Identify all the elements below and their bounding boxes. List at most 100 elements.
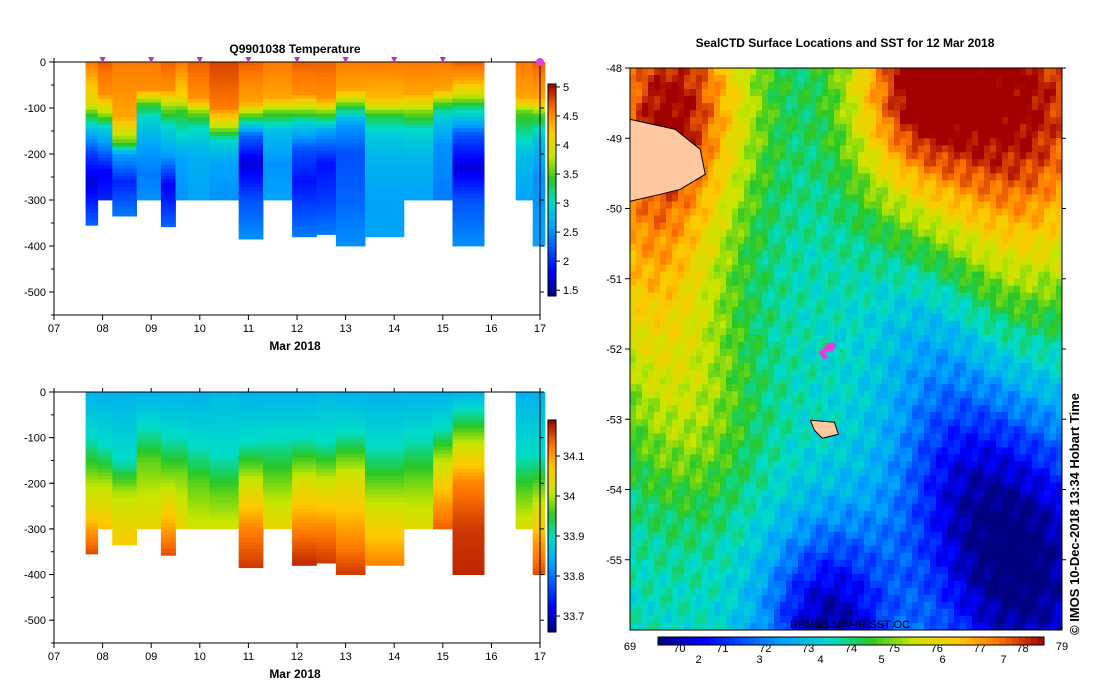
sst-cell xyxy=(702,257,709,266)
sst-cell xyxy=(684,117,691,125)
sst-cell xyxy=(816,250,823,259)
section-cell xyxy=(187,505,210,510)
colorbar-segment xyxy=(548,487,556,492)
sst-cell xyxy=(948,201,955,209)
colorbar-segment xyxy=(548,600,556,605)
section-cell xyxy=(209,150,240,155)
sst-cell xyxy=(882,229,889,238)
sst-cell xyxy=(906,229,913,238)
sst-cell xyxy=(792,250,799,259)
sst-cell xyxy=(828,103,835,111)
sst-cell xyxy=(906,356,913,364)
sst-cell xyxy=(828,215,835,223)
section-cell xyxy=(403,523,434,528)
section-cell xyxy=(85,410,99,415)
section-cell xyxy=(85,483,99,488)
sst-cell xyxy=(918,166,925,174)
sst-cell xyxy=(954,342,961,350)
section-cell xyxy=(238,80,264,85)
section-cell xyxy=(532,479,546,484)
sst-cell xyxy=(774,145,781,153)
section-cell xyxy=(433,165,453,170)
section-cell xyxy=(335,117,366,122)
section-cell xyxy=(515,87,534,92)
sst-cell xyxy=(660,342,667,350)
sst-cell xyxy=(732,320,739,329)
sst-cell xyxy=(864,187,871,195)
section-cell xyxy=(335,176,366,181)
sst-cell xyxy=(846,159,853,167)
section-cell xyxy=(515,501,534,506)
sst-cell xyxy=(1056,327,1063,336)
section-cell xyxy=(97,432,113,437)
colorbar-segment xyxy=(548,571,556,576)
sst-cell xyxy=(906,75,913,83)
sst-cell xyxy=(906,166,913,174)
section-cell xyxy=(335,157,366,162)
sst-cell xyxy=(696,89,703,97)
section-cell xyxy=(187,450,210,455)
section-cell xyxy=(160,216,176,221)
sst-cell xyxy=(1032,82,1039,90)
section-cell xyxy=(209,73,240,78)
sst-cell xyxy=(852,96,859,104)
sst-cell xyxy=(930,117,937,125)
sst-cell xyxy=(990,201,997,209)
section-cell xyxy=(292,497,317,502)
sst-cell xyxy=(684,250,691,259)
sst-cell xyxy=(714,68,721,76)
profile-1 xyxy=(97,62,113,201)
sst-cell xyxy=(930,278,937,287)
sst-cell xyxy=(636,110,643,118)
section-cell xyxy=(403,486,434,491)
section-cell xyxy=(316,69,337,74)
sst-cell xyxy=(906,68,913,76)
section-cell xyxy=(238,472,264,477)
sst-cell xyxy=(630,222,637,231)
section-cell xyxy=(403,472,434,477)
sst-cell xyxy=(894,306,901,315)
sst-cell xyxy=(732,75,739,83)
sst-cell xyxy=(696,229,703,238)
section-cell xyxy=(136,187,162,192)
sst-cell xyxy=(708,236,715,245)
sst-cell xyxy=(684,103,691,111)
sst-cell xyxy=(906,243,913,252)
section-cell xyxy=(452,120,485,125)
sst-cell xyxy=(798,131,805,139)
section-cell xyxy=(238,545,264,550)
section-cell xyxy=(433,62,453,67)
section-cell xyxy=(316,516,337,521)
sst-cell xyxy=(816,264,823,273)
colorbar-segment xyxy=(548,87,556,92)
sst-cell xyxy=(714,159,721,167)
sst-cell xyxy=(648,243,655,252)
sst-cell xyxy=(780,299,787,308)
sst-cell xyxy=(984,236,991,245)
sst-cell xyxy=(666,306,673,315)
section-cell xyxy=(263,490,293,495)
sst-cell xyxy=(738,306,745,315)
sst-cell xyxy=(858,138,865,146)
sst-cell xyxy=(936,271,943,280)
sst-cell xyxy=(1056,257,1063,266)
sst-cell xyxy=(936,110,943,118)
section-cell xyxy=(160,508,176,513)
colorbar-segment xyxy=(548,239,556,244)
sst-cell xyxy=(678,278,685,287)
sst-cell xyxy=(1008,194,1015,202)
section-cell xyxy=(532,198,546,203)
section-cell xyxy=(403,139,434,144)
sst-cell xyxy=(750,342,757,350)
sst-cell xyxy=(1002,96,1009,104)
sst-cell xyxy=(894,173,901,181)
sst-cell xyxy=(1026,356,1033,364)
section-cell xyxy=(292,91,317,96)
section-cell xyxy=(515,454,534,459)
sst-cell xyxy=(1056,68,1063,76)
section-cell xyxy=(515,146,534,151)
sst-cell xyxy=(894,285,901,294)
section-cell xyxy=(292,501,317,506)
section-cell xyxy=(263,113,293,118)
sst-cell xyxy=(858,110,865,118)
